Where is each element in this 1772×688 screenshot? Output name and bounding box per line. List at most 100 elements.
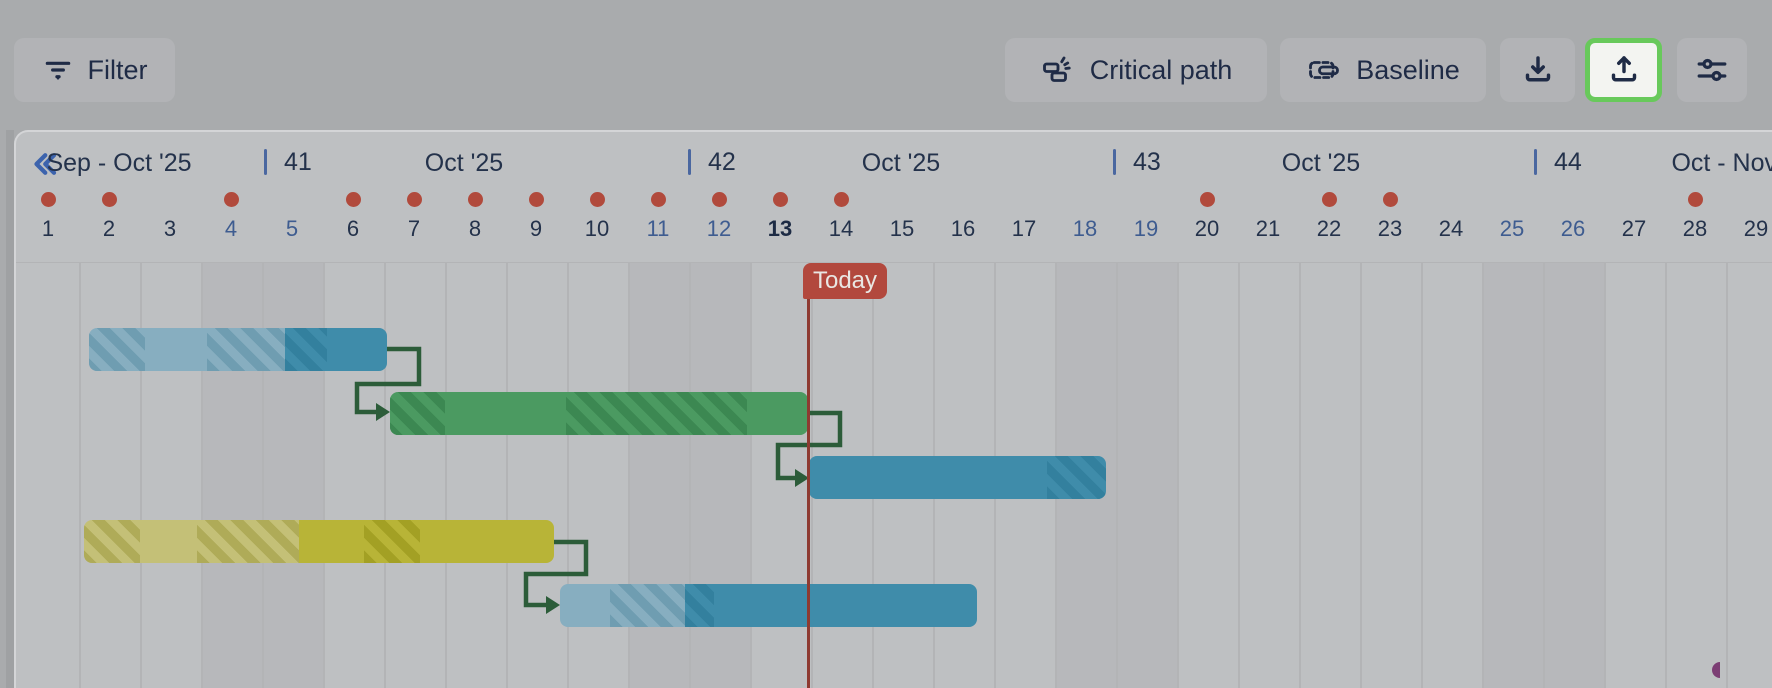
day-label: 6 [346, 216, 360, 241]
weekend-band [1115, 262, 1177, 688]
task-segment [747, 392, 808, 435]
day-label: 12 [706, 216, 732, 241]
collapse-double-chevron-icon[interactable] [29, 149, 59, 179]
grid-line [627, 262, 630, 688]
day-label: 27 [1621, 216, 1647, 241]
task-bar-5[interactable] [560, 584, 977, 627]
deadline-dot [711, 192, 727, 207]
task-segment [610, 584, 685, 627]
day-label: 29 [1743, 216, 1769, 241]
day-label: 11 [646, 216, 670, 241]
download-button[interactable] [1500, 38, 1575, 102]
task-bar-2[interactable] [390, 392, 808, 435]
day-label: 7 [407, 216, 421, 241]
deadline-dot [833, 192, 849, 207]
task-segment [714, 584, 977, 627]
day-label: 26 [1560, 216, 1586, 241]
month-label: Oct '25 [1281, 149, 1361, 177]
day-label: 4 [224, 216, 238, 241]
sliders-icon [1694, 52, 1730, 88]
filter-button[interactable]: Filter [14, 38, 175, 102]
day-label: 20 [1194, 216, 1220, 241]
week-number: 42 [708, 148, 736, 176]
day-label: 10 [584, 216, 610, 241]
cascade-icon [1040, 52, 1076, 88]
day-label: 14 [828, 216, 854, 241]
grid-line [1725, 262, 1728, 688]
day-label: 23 [1377, 216, 1403, 241]
weekend-band [1481, 262, 1543, 688]
deadline-dot [406, 192, 422, 207]
task-segment [207, 328, 285, 371]
task-segment [566, 392, 747, 435]
day-label: 3 [163, 216, 177, 241]
filter-label: Filter [87, 54, 148, 85]
deadline-dot [1199, 192, 1215, 207]
upload-icon [1606, 52, 1642, 88]
grid-line [1603, 262, 1606, 688]
task-segment [809, 456, 1047, 499]
task-bar-3[interactable] [809, 456, 1106, 499]
month-label: Oct - Nov '25 [1671, 149, 1772, 177]
day-label: 8 [468, 216, 482, 241]
grid-line [78, 262, 81, 688]
week-number: 43 [1133, 148, 1161, 176]
gantt-chart-panel: Sep - Oct '25 Oct '25 Oct '25 Oct '25 Oct - … [14, 130, 1772, 688]
task-segment [140, 520, 197, 563]
grid-line [1298, 262, 1301, 688]
grid-line [444, 262, 447, 688]
task-bar-1[interactable] [89, 328, 387, 371]
task-segment [299, 520, 364, 563]
baseline-button[interactable]: Baseline [1280, 38, 1486, 102]
rows-top-border [16, 262, 1772, 263]
task-segment [285, 328, 327, 371]
deadline-dot [1321, 192, 1337, 207]
dependency-arrowhead [546, 596, 560, 614]
week-separator [1113, 149, 1116, 175]
weekend-band [261, 262, 323, 688]
deadline-dot [589, 192, 605, 207]
grid-line [200, 262, 203, 688]
critical-path-button[interactable]: Critical path [1005, 38, 1267, 102]
day-label: 28 [1682, 216, 1708, 241]
day-label: 13 [767, 216, 793, 241]
task-bar-4[interactable] [84, 520, 554, 563]
deadline-dot [528, 192, 544, 207]
task-segment [89, 328, 145, 371]
settings-button[interactable] [1677, 38, 1747, 102]
task-segment [685, 584, 714, 627]
task-segment [364, 520, 420, 563]
deadline-dot [101, 192, 117, 207]
week-separator [264, 149, 267, 175]
day-label: 15 [889, 216, 915, 241]
grid-line [688, 262, 691, 688]
task-segment [390, 392, 445, 435]
month-label: Oct '25 [861, 149, 941, 177]
month-label: Oct '25 [424, 149, 504, 177]
day-label: 25 [1499, 216, 1525, 241]
task-segment [420, 520, 554, 563]
task-segment [327, 328, 387, 371]
task-segment [197, 520, 299, 563]
day-label: 21 [1255, 216, 1281, 241]
grid-line [322, 262, 325, 688]
grid-line [261, 262, 264, 688]
task-segment [560, 584, 610, 627]
grid-line [749, 262, 752, 688]
task-segment [145, 328, 207, 371]
upload-button[interactable] [1585, 38, 1662, 102]
grid-line [505, 262, 508, 688]
day-label: 1 [41, 216, 55, 241]
week-number: 41 [284, 148, 312, 176]
deadline-dot [345, 192, 361, 207]
deadline-dot [650, 192, 666, 207]
today-badge: Today [803, 263, 887, 299]
day-label: 18 [1072, 216, 1098, 241]
grid-line [1420, 262, 1423, 688]
day-label: 22 [1316, 216, 1342, 241]
grid-line [1359, 262, 1362, 688]
grid-line [1176, 262, 1179, 688]
grid-line [1664, 262, 1667, 688]
task-segment [445, 392, 566, 435]
grid-line [139, 262, 142, 688]
